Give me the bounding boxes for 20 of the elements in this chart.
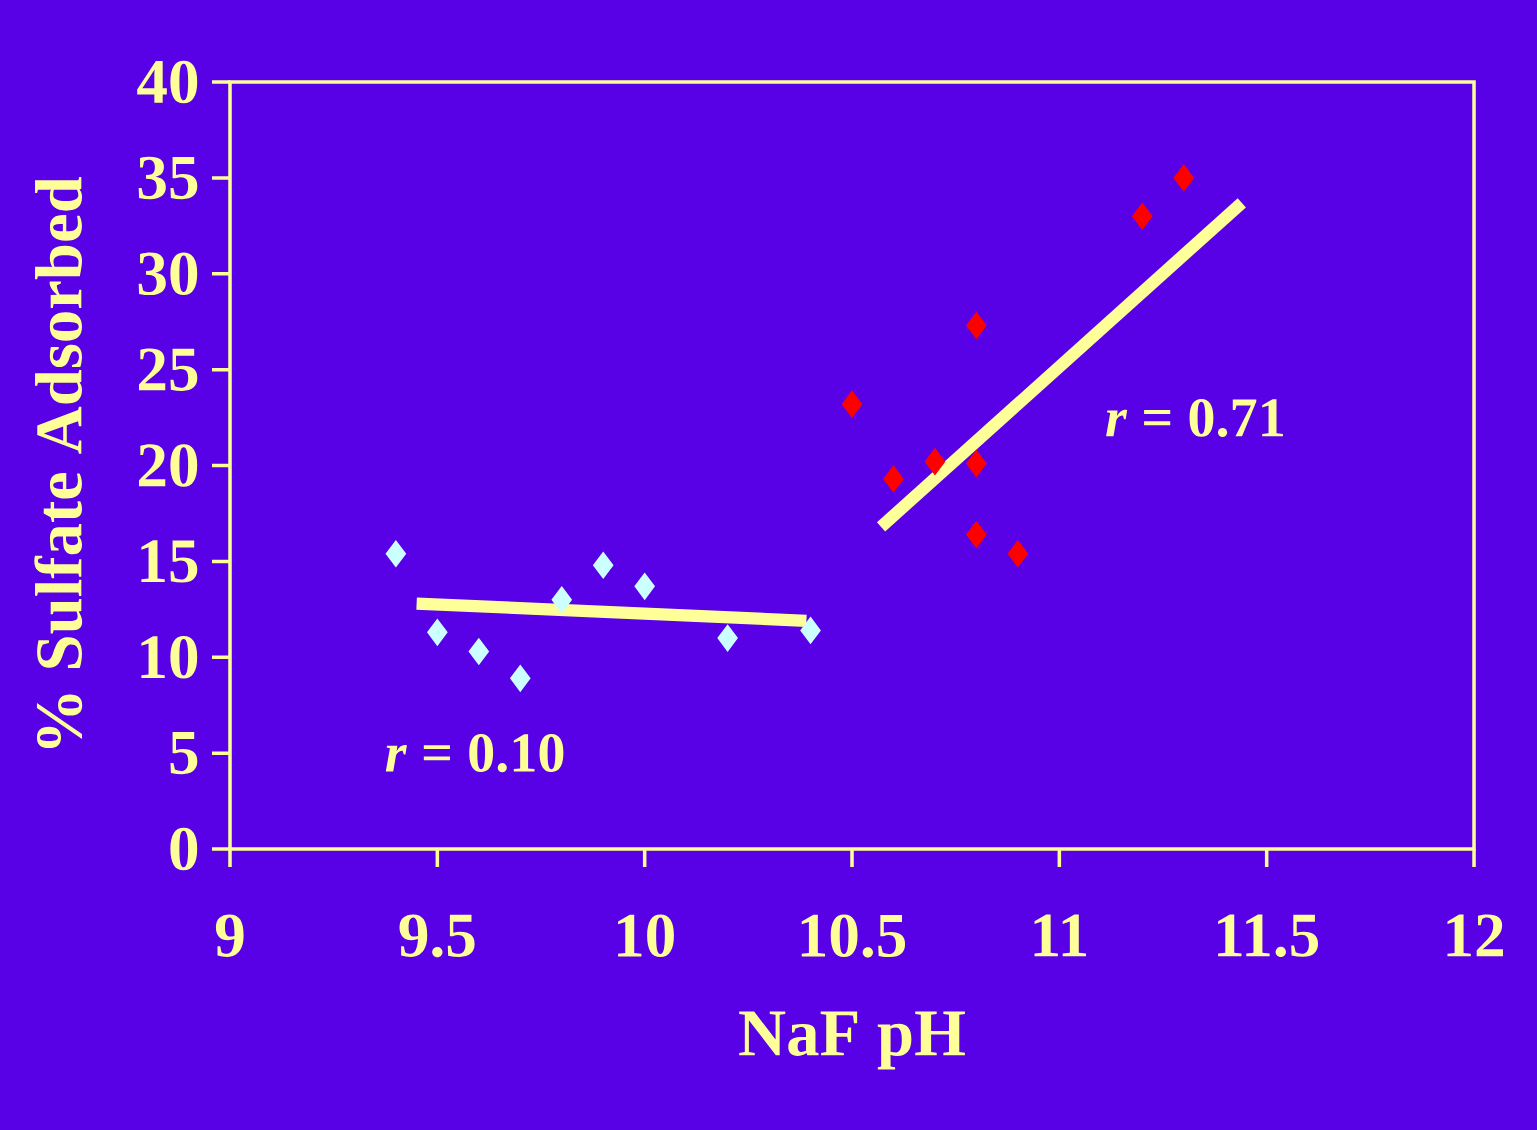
y-tick-label: 25 bbox=[138, 348, 198, 391]
x-axis-title: NaF pH bbox=[739, 1011, 965, 1070]
x-tick-label: 9.5 bbox=[399, 914, 475, 958]
x-tick-label: 9 bbox=[215, 914, 244, 957]
y-axis-title: % Sulfate Adsorbed bbox=[34, 176, 83, 749]
annotation: r = 0.10 bbox=[385, 734, 564, 773]
y-tick-label: 20 bbox=[138, 444, 198, 487]
x-tick-label: 10 bbox=[618, 914, 674, 958]
x-tick-label: 10.5 bbox=[801, 914, 906, 958]
y-tick-label: 30 bbox=[138, 252, 198, 296]
y-tick-label: 15 bbox=[141, 540, 198, 583]
annotation: r = 0.71 bbox=[1106, 398, 1283, 438]
x-tick-label: 12 bbox=[1447, 914, 1503, 957]
x-tick-label: 11 bbox=[1034, 914, 1087, 957]
y-tick-label: 10 bbox=[141, 635, 198, 679]
y-tick-label: 5 bbox=[170, 732, 198, 775]
x-tick-label: 11.5 bbox=[1218, 914, 1318, 958]
y-tick-label: 0 bbox=[170, 827, 198, 871]
y-tick-label: 40 bbox=[137, 60, 198, 104]
y-tick-label: 35 bbox=[138, 156, 198, 200]
